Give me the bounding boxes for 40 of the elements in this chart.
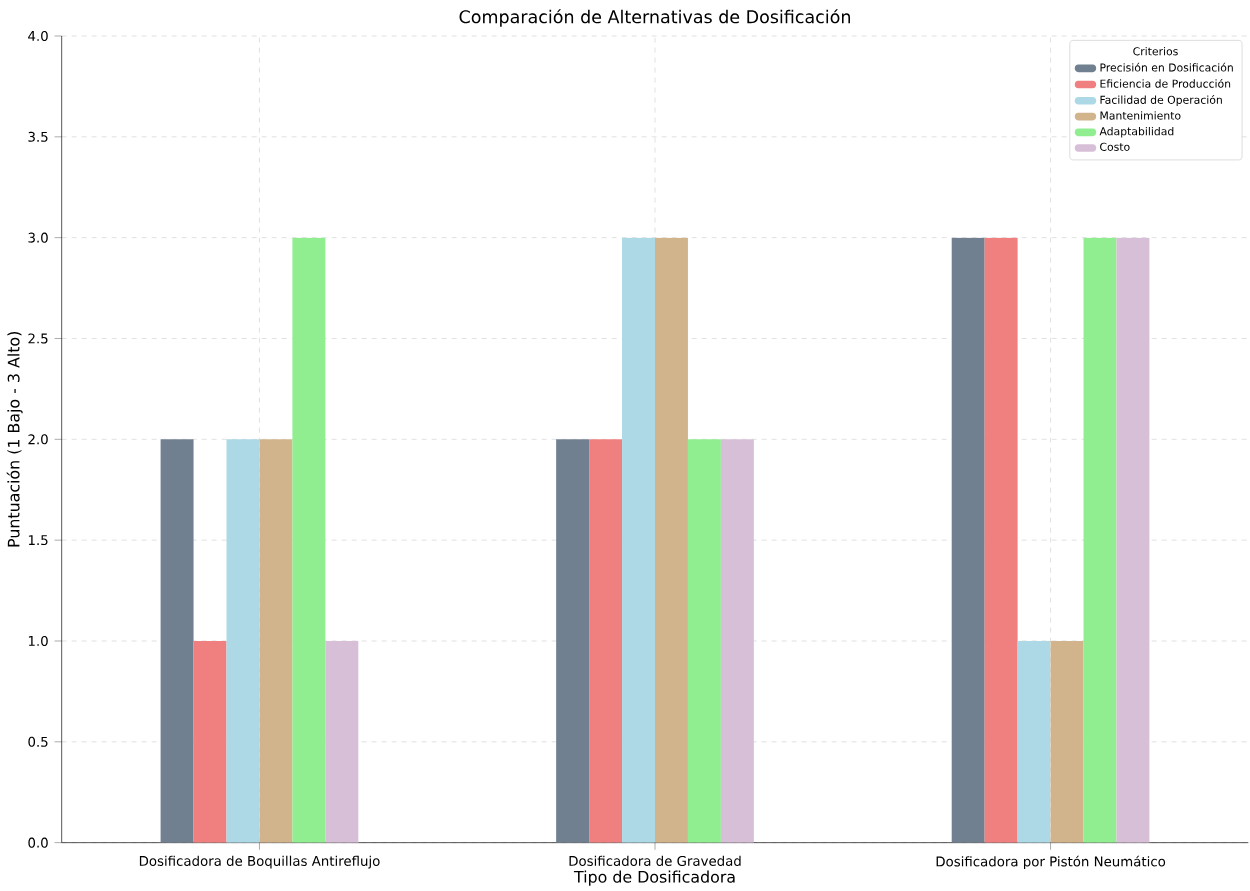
y-tick-label: 1.5 <box>28 535 48 546</box>
x-axis-title: Tipo de Dosificadora <box>573 870 735 886</box>
y-tick-label: 0.0 <box>28 837 48 848</box>
bar <box>720 439 754 843</box>
bar <box>259 439 293 843</box>
y-tick-label: 1.0 <box>28 635 48 647</box>
bar <box>951 237 985 843</box>
bar <box>655 237 688 843</box>
bar <box>622 237 655 843</box>
bar <box>687 439 721 843</box>
bar <box>292 237 326 843</box>
x-tick-label: Dosificadora por Pistón Neumático <box>936 855 1166 870</box>
y-tick-label: 0.5 <box>28 736 48 747</box>
bar <box>160 439 194 843</box>
y-tick-label: 3.5 <box>28 131 48 142</box>
bar <box>193 640 227 843</box>
y-axis-title: Puntuación (1 Bajo - 3 Alto) <box>6 332 23 547</box>
y-tick-label: 4.0 <box>28 30 48 42</box>
bar <box>589 439 623 843</box>
bar <box>325 640 359 843</box>
chart-title: Comparación de Alternativas de Dosificación <box>459 9 850 27</box>
bar <box>984 237 1018 843</box>
y-tick-label: 2.5 <box>28 333 48 344</box>
bar <box>1050 640 1084 843</box>
legend-label: Eficiencia de Producción <box>1100 78 1231 88</box>
bar <box>1083 237 1117 843</box>
legend-label: Precisión en Dosificación <box>1100 62 1233 72</box>
y-tick-label: 2.0 <box>28 434 48 445</box>
x-tick-label: Dosificadora de Boquillas Antireflujo <box>139 855 380 869</box>
bar <box>1017 640 1051 843</box>
bar <box>226 439 260 843</box>
legend-label: Costo <box>1100 142 1130 151</box>
bar <box>556 439 590 843</box>
legend-label: Mantenimiento <box>1100 111 1181 120</box>
y-tick-label: 3.0 <box>28 232 48 243</box>
bar <box>1116 237 1150 843</box>
legend-label: Adaptabilidad <box>1099 126 1174 138</box>
legend-title: Criterios <box>1133 47 1178 56</box>
legend-label: Facilidad de Operación <box>1100 95 1222 106</box>
x-tick-label: Dosificadora de Gravedad <box>569 855 741 866</box>
